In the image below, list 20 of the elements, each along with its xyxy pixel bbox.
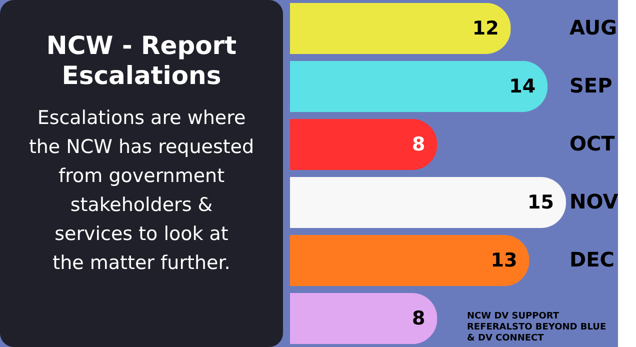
data-label: 12 (472, 17, 499, 40)
bar (290, 118, 438, 170)
bar (290, 293, 438, 344)
y-tick-label: OCT (570, 131, 616, 156)
bar (290, 235, 530, 286)
data-label: 14 (509, 75, 536, 98)
text: NCW - Report Escalations (46, 31, 237, 90)
bar (290, 60, 548, 112)
y-tick-label: AUG (570, 15, 618, 40)
data-label: 8 (412, 133, 426, 156)
data-label: 15 (528, 192, 554, 214)
data-label: 8 (412, 308, 426, 330)
data-label: 13 (490, 250, 518, 272)
y-tick-label: NOV (570, 190, 619, 214)
bar (290, 2, 511, 54)
y-tick-label: SEP (570, 73, 612, 98)
text: Escalations are where the NCW has requested from government stakeholders & services to look at the matter further. (28, 107, 254, 274)
bar (290, 176, 566, 228)
annotation: NCW DV SUPPORT REFERALSTO BEYOND BLUE & DV CONNECT (467, 312, 606, 344)
y-tick-label: DEC (570, 248, 614, 272)
